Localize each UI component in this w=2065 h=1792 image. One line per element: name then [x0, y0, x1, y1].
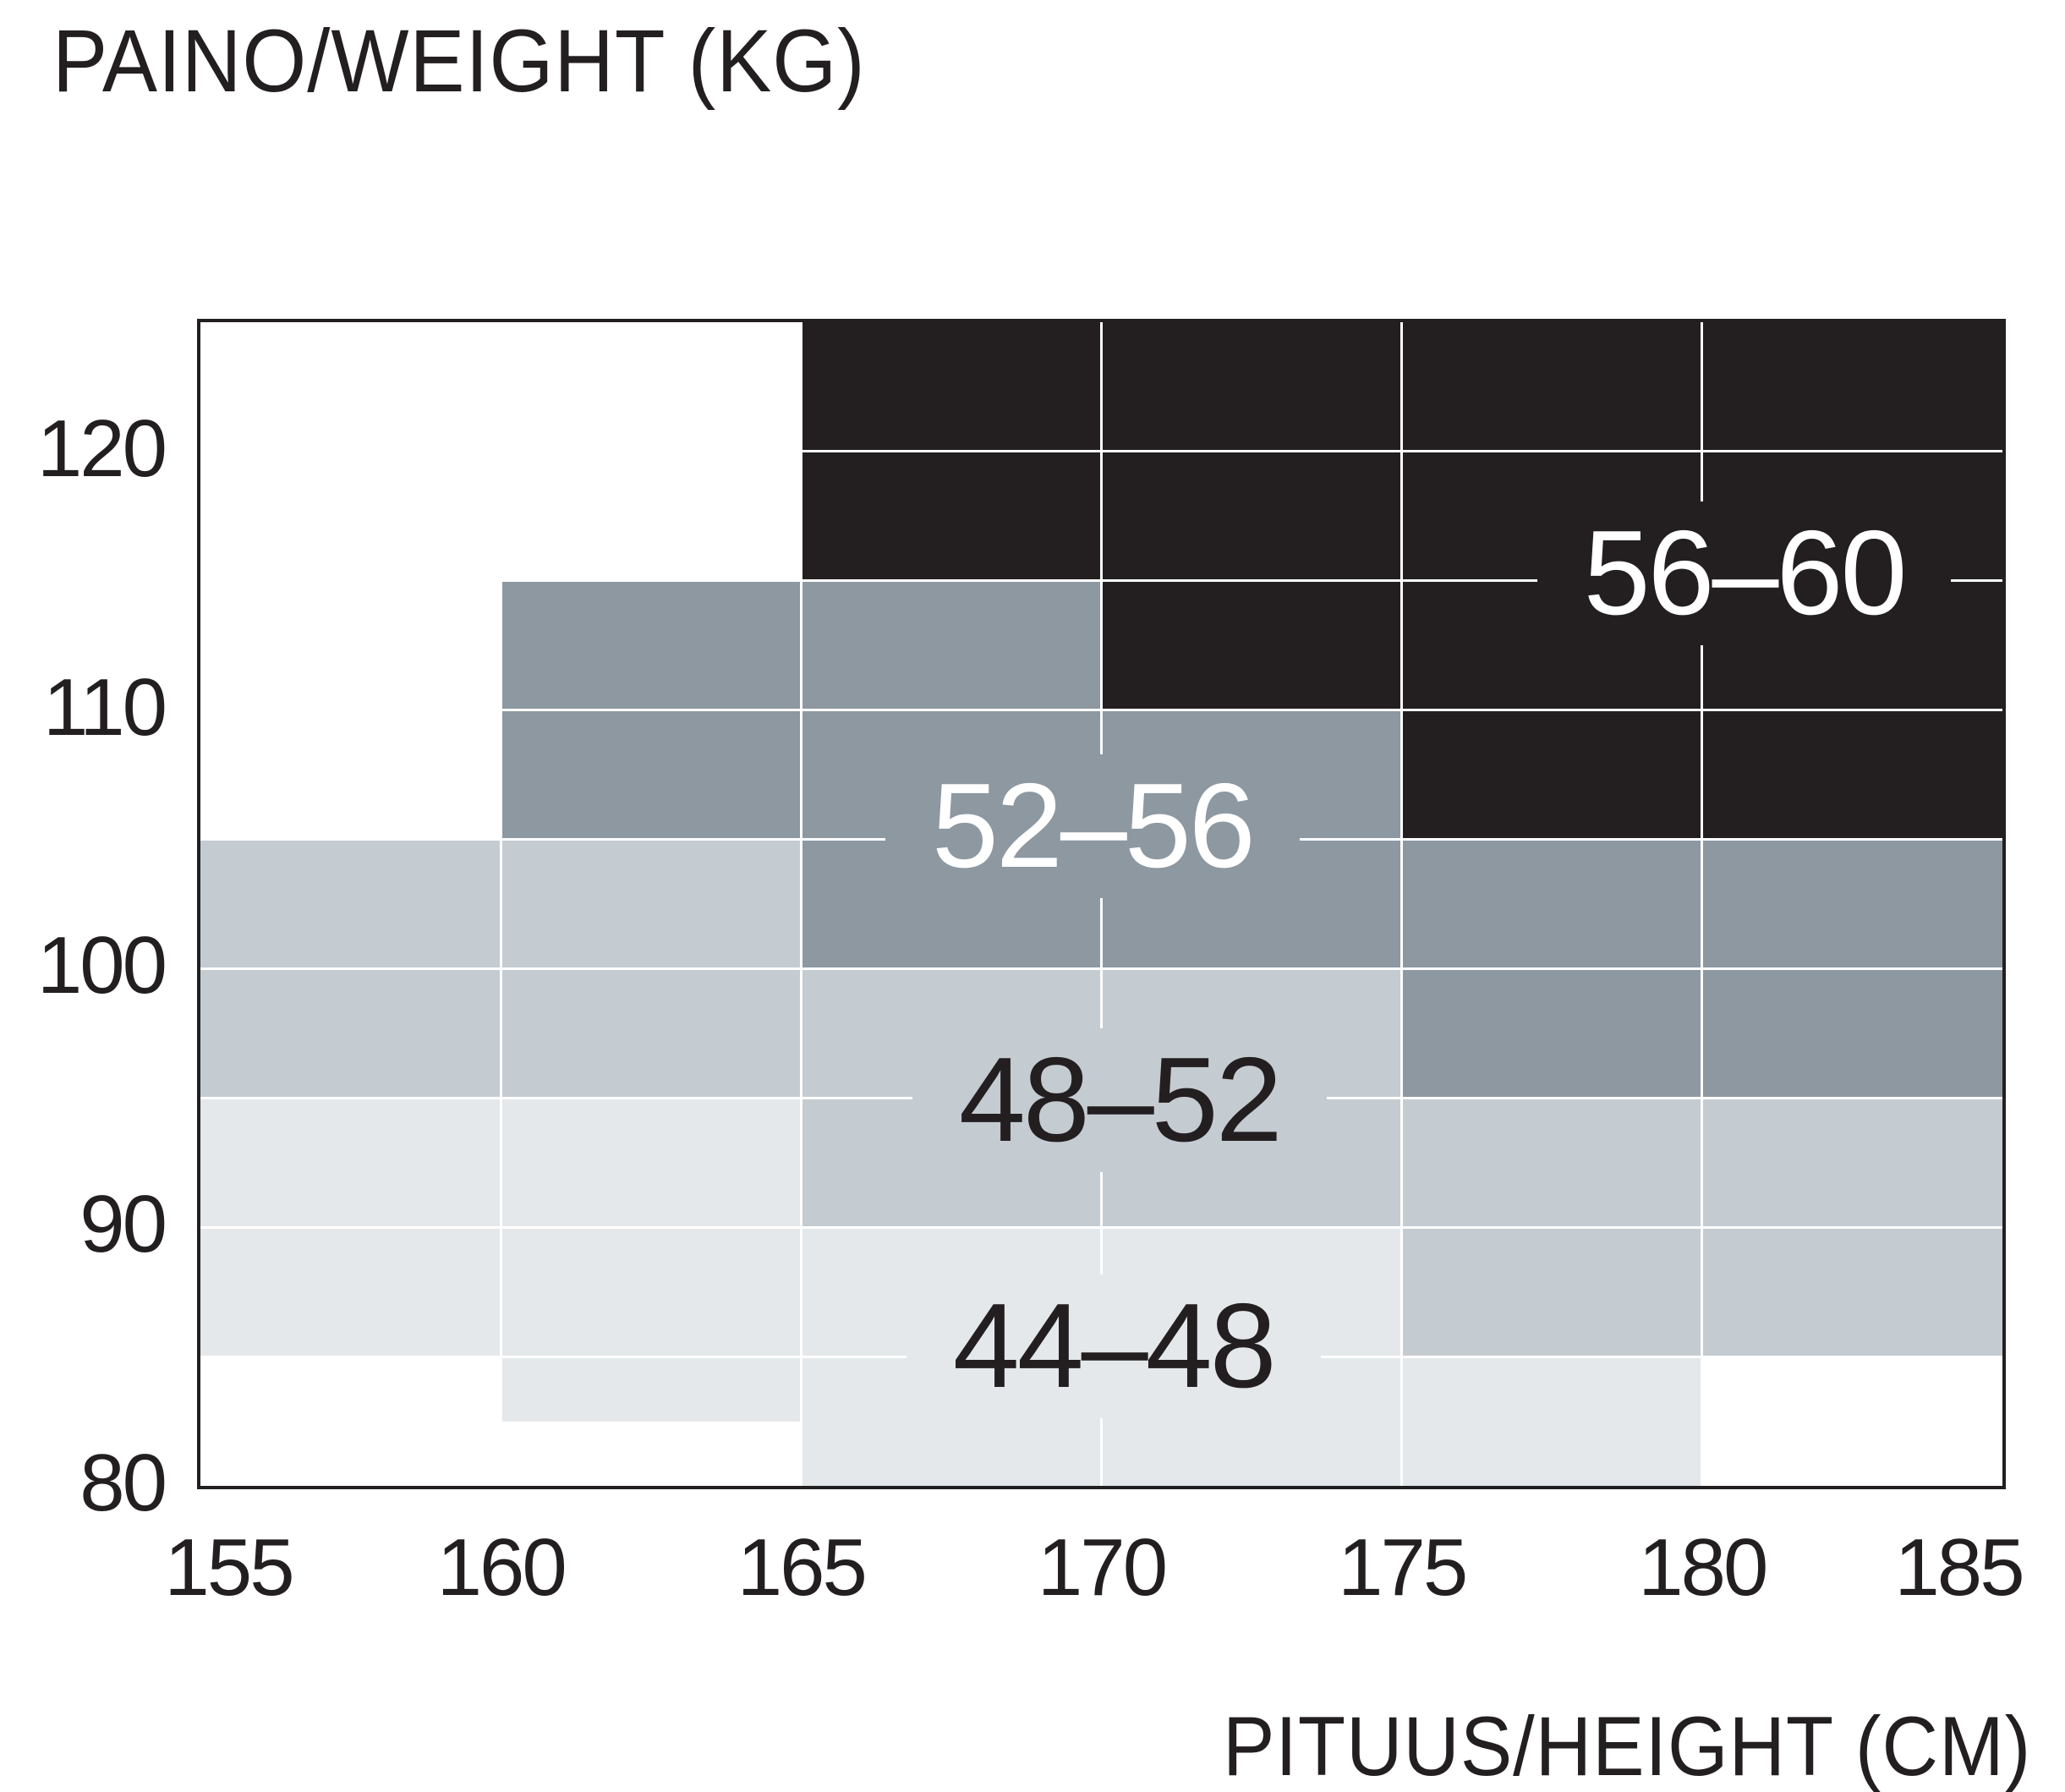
- gridline-x-160: [499, 322, 502, 1486]
- x-tick-185: 185: [1894, 1522, 2024, 1613]
- x-tick-170: 170: [1037, 1522, 1168, 1613]
- region-label-56-60: 56–60: [1536, 501, 1952, 645]
- x-tick-180: 180: [1638, 1522, 1768, 1613]
- y-tick-90: 90: [79, 1179, 167, 1270]
- y-tick-120: 120: [36, 403, 167, 494]
- y-tick-110: 110: [42, 661, 167, 753]
- plot-area: 56–60 52–56 48–52 44–48: [200, 322, 2002, 1486]
- gridline-x-180: [1701, 322, 1704, 1486]
- region-label-48-52: 48–52: [912, 1028, 1327, 1173]
- region-cell-44-48: [501, 1356, 802, 1422]
- y-tick-100: 100: [36, 920, 167, 1011]
- gridline-y-120: [200, 450, 2002, 453]
- gridline-y-115: [200, 579, 2002, 583]
- y-axis-title: PAINO/WEIGHT (KG): [52, 12, 866, 111]
- gridline-y-110: [200, 709, 2002, 712]
- gridline-y-90: [200, 1225, 2002, 1229]
- y-tick-80: 80: [79, 1438, 167, 1529]
- region-label-52-56: 52–56: [885, 754, 1300, 899]
- gridline-x-175: [1400, 322, 1404, 1486]
- region-label-44-48: 44–48: [906, 1274, 1321, 1418]
- gridline-y-100: [200, 967, 2002, 970]
- x-tick-165: 165: [737, 1522, 868, 1613]
- gridline-x-170: [1100, 322, 1103, 1486]
- x-tick-160: 160: [436, 1522, 567, 1613]
- x-axis-title: PITUUS/HEIGHT (CM): [1222, 1699, 2031, 1792]
- x-tick-155: 155: [164, 1522, 294, 1613]
- gridline-x-165: [799, 322, 802, 1486]
- x-tick-175: 175: [1338, 1522, 1468, 1613]
